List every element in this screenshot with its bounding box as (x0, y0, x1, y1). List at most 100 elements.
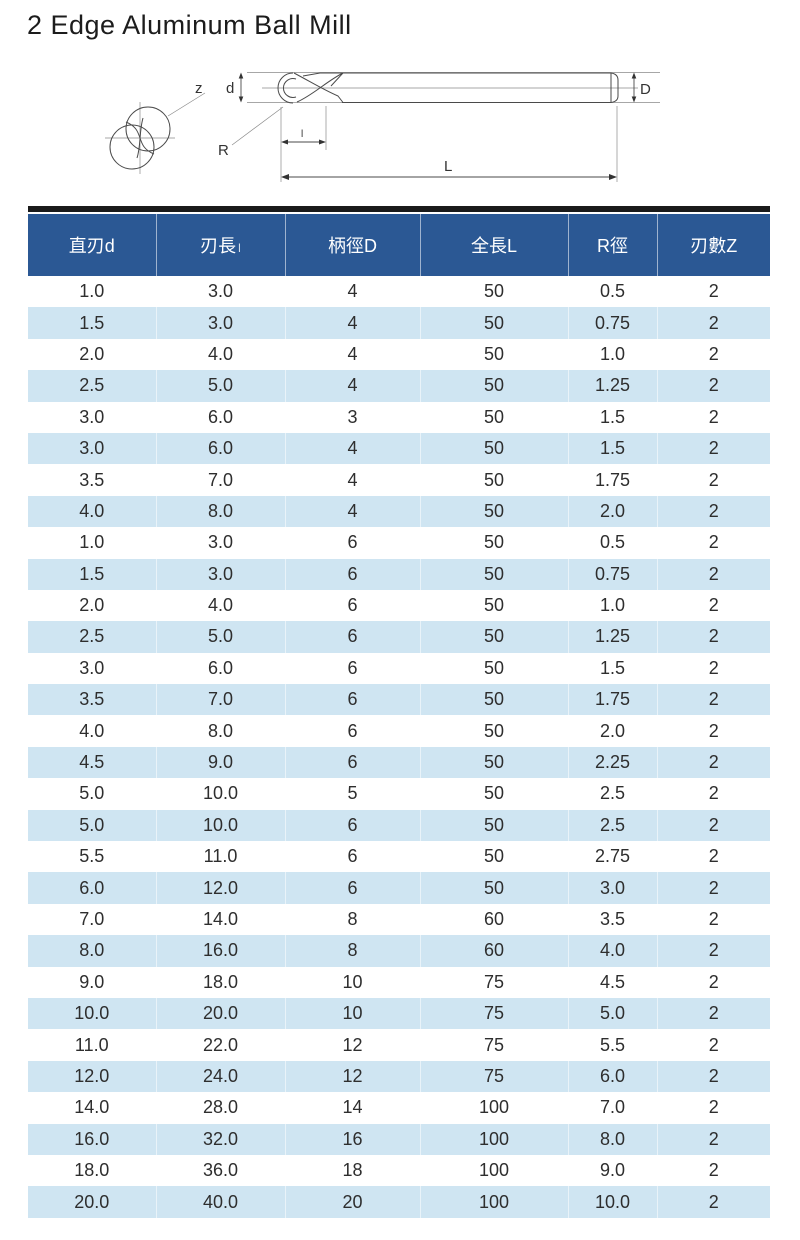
table-cell: 36.0 (202, 1160, 239, 1181)
table-cell: 2 (657, 370, 770, 402)
table-cell: 3.0 (568, 872, 658, 904)
table-cell: 2 (708, 1160, 719, 1181)
table-cell: 12 (285, 1060, 421, 1093)
table-cell: 5.5 (79, 846, 105, 867)
table-cell: 8 (285, 935, 421, 967)
table-cell: 2 (657, 1123, 770, 1155)
table-cell: 60 (483, 909, 505, 929)
table-row: 2.0 4.0 4 50 1.0 2 (28, 339, 770, 370)
table-cell: 8 (347, 909, 358, 929)
table-row: 1.0 3.0 6 50 0.5 2 (28, 527, 770, 558)
table-cell: 3 (347, 406, 358, 427)
table-cell: 20 (285, 1186, 421, 1218)
table-cell: 12 (342, 1034, 363, 1055)
table-cell: 6 (347, 532, 358, 553)
table-row: 20.0 40.0 20 100 10.0 2 (28, 1186, 770, 1218)
spec-table-grid: 直刃d 刃長 l 柄徑D 全長L R徑 刃數Z 1.0 3.0 4 50 0.5 2 1.5 3.0 4 50… (28, 214, 770, 1218)
table-cell: 6 (347, 595, 358, 616)
table-cell: 100 (420, 1123, 569, 1155)
table-cell: 1.0 (79, 281, 105, 302)
table-cell: 6 (285, 684, 421, 716)
table-cell: 5.0 (28, 809, 157, 842)
table-cell: 2 (657, 997, 770, 1030)
table-row: 3.0 6.0 6 50 1.5 2 (28, 653, 770, 684)
table-row: 3.5 7.0 4 50 1.75 2 (28, 464, 770, 495)
table-cell: 1.0 (599, 343, 626, 364)
table-cell: 6.0 (207, 406, 234, 427)
table-cell: 2 (708, 783, 719, 804)
table-cell: 2 (708, 532, 719, 553)
table-row: 1.5 3.0 4 50 0.75 2 (28, 307, 770, 339)
table-cell: 50 (483, 783, 505, 804)
table-cell: 7.0 (599, 1097, 626, 1118)
table-cell: 9.0 (79, 971, 105, 992)
column-header: 柄徑D (285, 214, 421, 276)
table-row: 5.0 10.0 5 50 2.5 2 (28, 778, 770, 809)
table-cell: 5.0 (156, 621, 286, 653)
table-cell: 4.5 (28, 746, 157, 779)
table-cell: 10 (342, 971, 363, 992)
table-cell: 8.0 (156, 495, 286, 528)
table-cell: 4.5 (599, 971, 626, 992)
table-cell: 50 (483, 532, 505, 553)
table-row: 16.0 32.0 16 100 8.0 2 (28, 1123, 770, 1155)
table-cell: 1.75 (568, 684, 658, 716)
table-cell: 20.0 (156, 997, 286, 1030)
diagram-label-shank-diameter: D (640, 81, 651, 98)
table-cell: 1.5 (599, 657, 626, 678)
table-cell: 2 (657, 432, 770, 465)
table-row: 6.0 12.0 6 50 3.0 2 (28, 872, 770, 904)
table-cell: 1.75 (594, 469, 631, 490)
table-row: 11.0 22.0 12 75 5.5 2 (28, 1029, 770, 1060)
table-cell: 6 (285, 746, 421, 779)
diagram-label-flutes: z (195, 80, 203, 97)
table-cell: 75 (420, 1060, 569, 1093)
table-cell: 6 (347, 657, 358, 678)
table-cell: 0.75 (568, 558, 658, 590)
table-cell: 6 (285, 872, 421, 904)
table-cell: 2 (657, 935, 770, 967)
table-row: 1.0 3.0 4 50 0.5 2 (28, 276, 770, 307)
table-cell: 50 (420, 558, 569, 590)
table-cell: 4.0 (28, 495, 157, 528)
table-cell: 6 (347, 720, 358, 741)
table-cell: 2.0 (568, 495, 658, 528)
column-header-label: R徑 (597, 236, 628, 256)
table-row: 3.0 6.0 4 50 1.5 2 (28, 432, 770, 465)
table-cell: 6.0 (28, 872, 157, 904)
table-cell: 11.0 (74, 1034, 109, 1055)
table-cell: 12.0 (156, 872, 286, 904)
ball-nose-drawing (277, 72, 345, 104)
table-cell: 2 (708, 720, 719, 741)
table-cell: 2.0 (599, 720, 626, 741)
table-cell: 14 (342, 1097, 363, 1118)
table-cell: 50 (420, 746, 569, 779)
table-row: 5.5 11.0 6 50 2.75 2 (28, 841, 770, 872)
table-cell: 0.5 (599, 532, 626, 553)
diagram-label-cut-diameter: d (226, 80, 234, 97)
table-row: 1.5 3.0 6 50 0.75 2 (28, 558, 770, 590)
table-cell: 28.0 (202, 1097, 239, 1118)
table-cell: 5.0 (156, 370, 286, 402)
table-cell: 6.0 (156, 432, 286, 465)
table-cell: 4 (347, 469, 358, 490)
tool-dimension-diagram: z d R l (105, 72, 660, 182)
table-cell: 2 (708, 909, 719, 929)
table-cell: 50 (420, 432, 569, 465)
table-cell: 0.75 (568, 307, 658, 339)
table-cell: 100 (478, 1160, 510, 1181)
table-cell: 8.0 (568, 1123, 658, 1155)
table-cell: 100 (420, 1186, 569, 1218)
table-cell: 11.0 (203, 846, 238, 867)
table-cell: 4 (347, 343, 358, 364)
table-cell: 4.0 (207, 343, 234, 364)
table-cell: 2.5 (28, 370, 157, 402)
table-cell: 50 (483, 469, 505, 490)
table-cell: 2 (657, 684, 770, 716)
table-cell: 60 (420, 935, 569, 967)
table-row: 4.0 8.0 6 50 2.0 2 (28, 715, 770, 746)
table-cell: 2 (708, 657, 719, 678)
table-cell: 2.5 (568, 809, 658, 842)
table-cell: 3.0 (156, 307, 286, 339)
